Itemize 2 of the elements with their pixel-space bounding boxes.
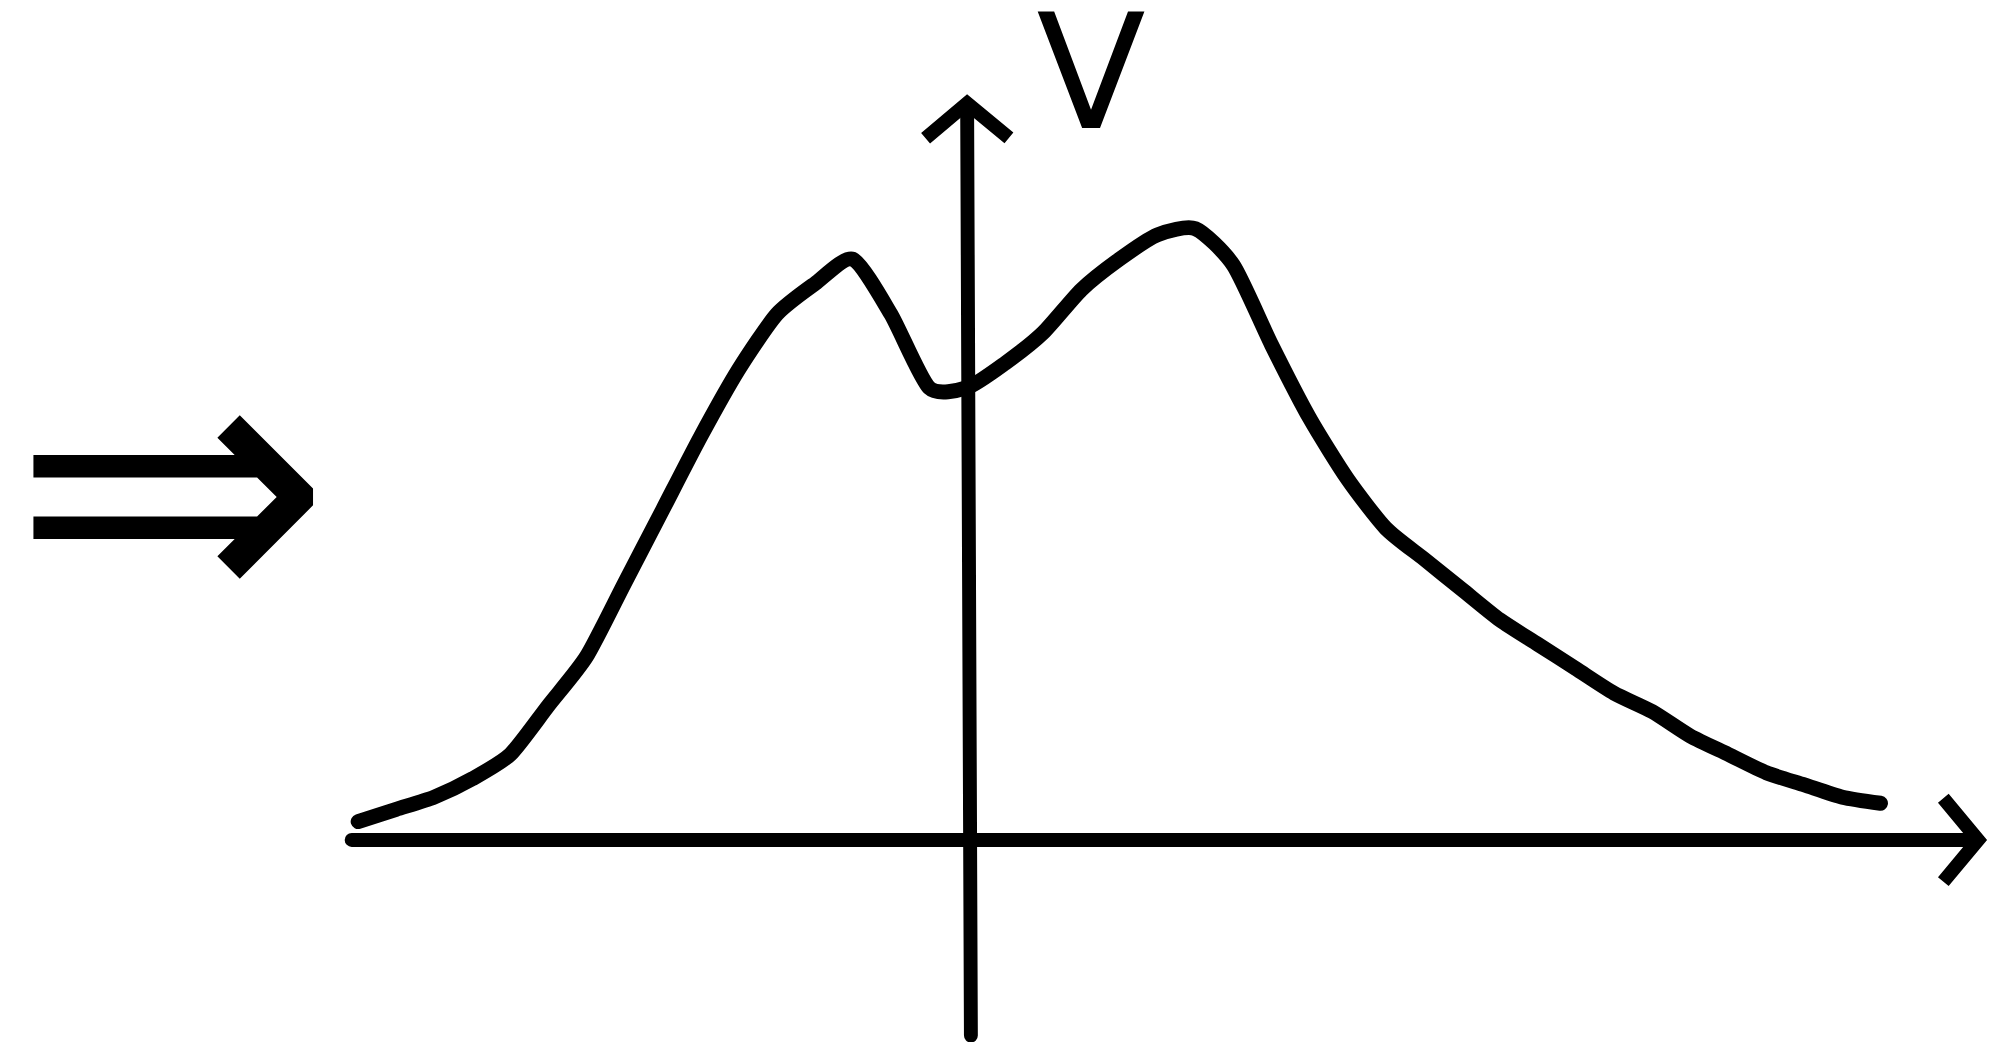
y-axis-title: V: [1037, 11, 1145, 128]
text: ⇒: [33, 415, 314, 579]
